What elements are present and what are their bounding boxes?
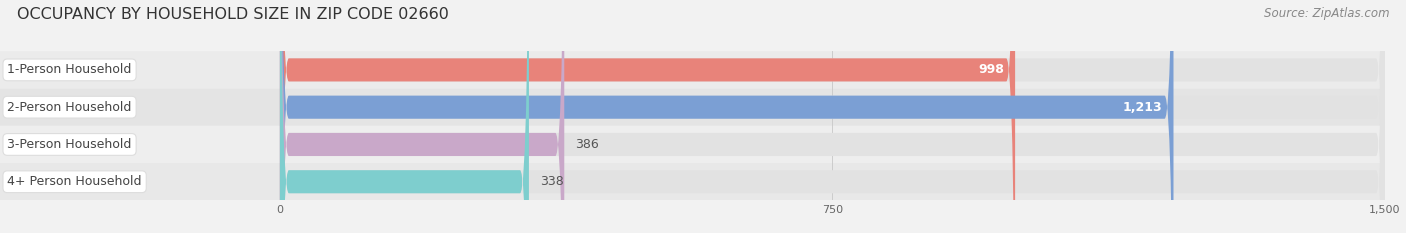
Text: 998: 998 xyxy=(979,63,1004,76)
Text: 338: 338 xyxy=(540,175,564,188)
FancyBboxPatch shape xyxy=(280,0,1385,233)
FancyBboxPatch shape xyxy=(280,0,1015,233)
FancyBboxPatch shape xyxy=(280,0,1385,233)
FancyBboxPatch shape xyxy=(0,51,1385,89)
FancyBboxPatch shape xyxy=(0,126,1385,163)
FancyBboxPatch shape xyxy=(280,0,564,233)
FancyBboxPatch shape xyxy=(280,0,1385,233)
Text: 2-Person Household: 2-Person Household xyxy=(7,101,132,114)
Text: Source: ZipAtlas.com: Source: ZipAtlas.com xyxy=(1264,7,1389,20)
Text: 4+ Person Household: 4+ Person Household xyxy=(7,175,142,188)
Text: 1-Person Household: 1-Person Household xyxy=(7,63,132,76)
Text: 1,213: 1,213 xyxy=(1123,101,1163,114)
FancyBboxPatch shape xyxy=(280,0,1174,233)
Text: 3-Person Household: 3-Person Household xyxy=(7,138,132,151)
FancyBboxPatch shape xyxy=(280,0,1385,233)
FancyBboxPatch shape xyxy=(0,89,1385,126)
Text: OCCUPANCY BY HOUSEHOLD SIZE IN ZIP CODE 02660: OCCUPANCY BY HOUSEHOLD SIZE IN ZIP CODE … xyxy=(17,7,449,22)
FancyBboxPatch shape xyxy=(280,0,529,233)
Text: 386: 386 xyxy=(575,138,599,151)
FancyBboxPatch shape xyxy=(0,163,1385,200)
